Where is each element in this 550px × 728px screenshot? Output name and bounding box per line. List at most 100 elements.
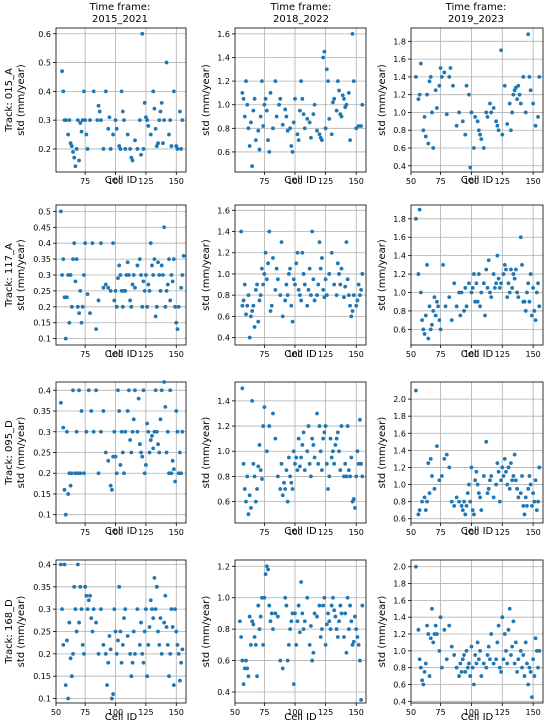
y-tick-label: 1.0: [393, 108, 406, 117]
x-tick-label: 100: [287, 177, 302, 186]
data-point: [420, 499, 425, 504]
data-point: [113, 629, 118, 634]
data-point: [293, 282, 297, 287]
data-point: [350, 309, 355, 313]
axes-frame: [410, 381, 544, 524]
data-point: [118, 463, 123, 467]
y-axis-label: std (mm/year): [201, 596, 212, 668]
data-point: [507, 290, 512, 295]
data-point: [500, 132, 505, 137]
data-point: [295, 132, 300, 137]
data-point: [252, 96, 257, 101]
data-point: [244, 658, 248, 663]
data-point: [521, 504, 526, 508]
data-point: [346, 91, 351, 95]
y-tick-label: 0.35: [33, 583, 51, 592]
data-point: [250, 619, 255, 624]
data-point: [483, 313, 487, 318]
axes-frame: [55, 27, 187, 173]
data-point: [141, 147, 146, 151]
data-point: [428, 457, 433, 461]
data-point: [95, 118, 100, 123]
y-tick-label: 0.6: [217, 498, 230, 507]
data-point: [169, 607, 174, 612]
data-point: [510, 285, 515, 290]
data-point: [65, 295, 69, 300]
data-point: [77, 311, 81, 316]
data-point: [509, 267, 513, 272]
data-point: [479, 508, 484, 513]
data-point: [253, 287, 258, 292]
data-point: [300, 611, 305, 616]
data-point: [512, 276, 517, 281]
data-point: [85, 292, 90, 296]
y-tick-label: 1.8: [393, 37, 406, 46]
data-point: [133, 651, 137, 656]
data-point: [506, 465, 511, 470]
data-point: [463, 512, 468, 517]
data-point: [63, 512, 68, 517]
data-point: [106, 660, 111, 665]
data-point: [460, 657, 465, 662]
data-point: [157, 273, 162, 277]
data-point: [69, 304, 74, 309]
data-point: [523, 309, 528, 313]
data-point: [531, 657, 536, 662]
y-tick-label: 0.8: [217, 472, 230, 481]
data-point: [329, 455, 334, 460]
data-point: [345, 277, 350, 282]
panel-r4c2: 50 75 100 125 150 0.4 0.6 0.8 1.0 1.2 Cell ID std (…: [201, 559, 367, 723]
data-point: [469, 290, 474, 295]
data-point: [463, 285, 468, 290]
data-point: [350, 32, 355, 36]
x-tick-label: 125: [495, 528, 510, 537]
data-point: [315, 614, 319, 619]
data-point: [431, 640, 436, 645]
data-point: [67, 620, 72, 625]
data-point: [495, 123, 500, 128]
data-point: [525, 290, 529, 295]
data-point: [315, 293, 319, 298]
data-point: [103, 282, 108, 287]
data-point: [175, 147, 180, 151]
y-tick-label: 1.0: [217, 594, 230, 603]
data-point: [73, 279, 78, 284]
data-point: [163, 304, 168, 309]
data-point: [74, 629, 79, 634]
data-point: [521, 74, 526, 79]
data-point: [518, 101, 523, 106]
data-point: [335, 430, 340, 435]
data-point: [108, 147, 113, 151]
data-point: [417, 92, 422, 97]
data-point: [520, 262, 524, 267]
points-r1c3: [414, 32, 542, 170]
panel-r4c3: 50 75 100 125 150 0.4 0.6 0.8 1.0 1.2 1.4 1.6 1.8 2.0…: [377, 559, 544, 723]
data-point: [428, 74, 433, 79]
data-point: [470, 285, 475, 290]
data-point: [296, 138, 301, 143]
data-point: [105, 683, 109, 688]
x-tick-label: 125: [138, 528, 153, 537]
data-point: [293, 611, 297, 616]
data-point: [293, 96, 297, 101]
data-point: [150, 607, 154, 612]
data-point: [71, 257, 75, 261]
data-point: [297, 108, 302, 113]
data-point: [148, 598, 153, 603]
data-point: [452, 653, 457, 657]
data-point: [315, 411, 319, 416]
data-point: [112, 298, 117, 303]
data-point: [432, 295, 437, 300]
data-point: [435, 106, 439, 110]
data-point: [266, 567, 270, 572]
data-point: [309, 624, 313, 628]
data-point: [239, 229, 244, 234]
data-point: [286, 642, 291, 647]
data-point: [285, 128, 290, 133]
data-point: [515, 97, 519, 102]
data-point: [512, 661, 517, 666]
data-point: [509, 128, 513, 133]
data-point: [263, 572, 268, 577]
data-point: [144, 607, 148, 612]
data-point: [114, 471, 119, 476]
